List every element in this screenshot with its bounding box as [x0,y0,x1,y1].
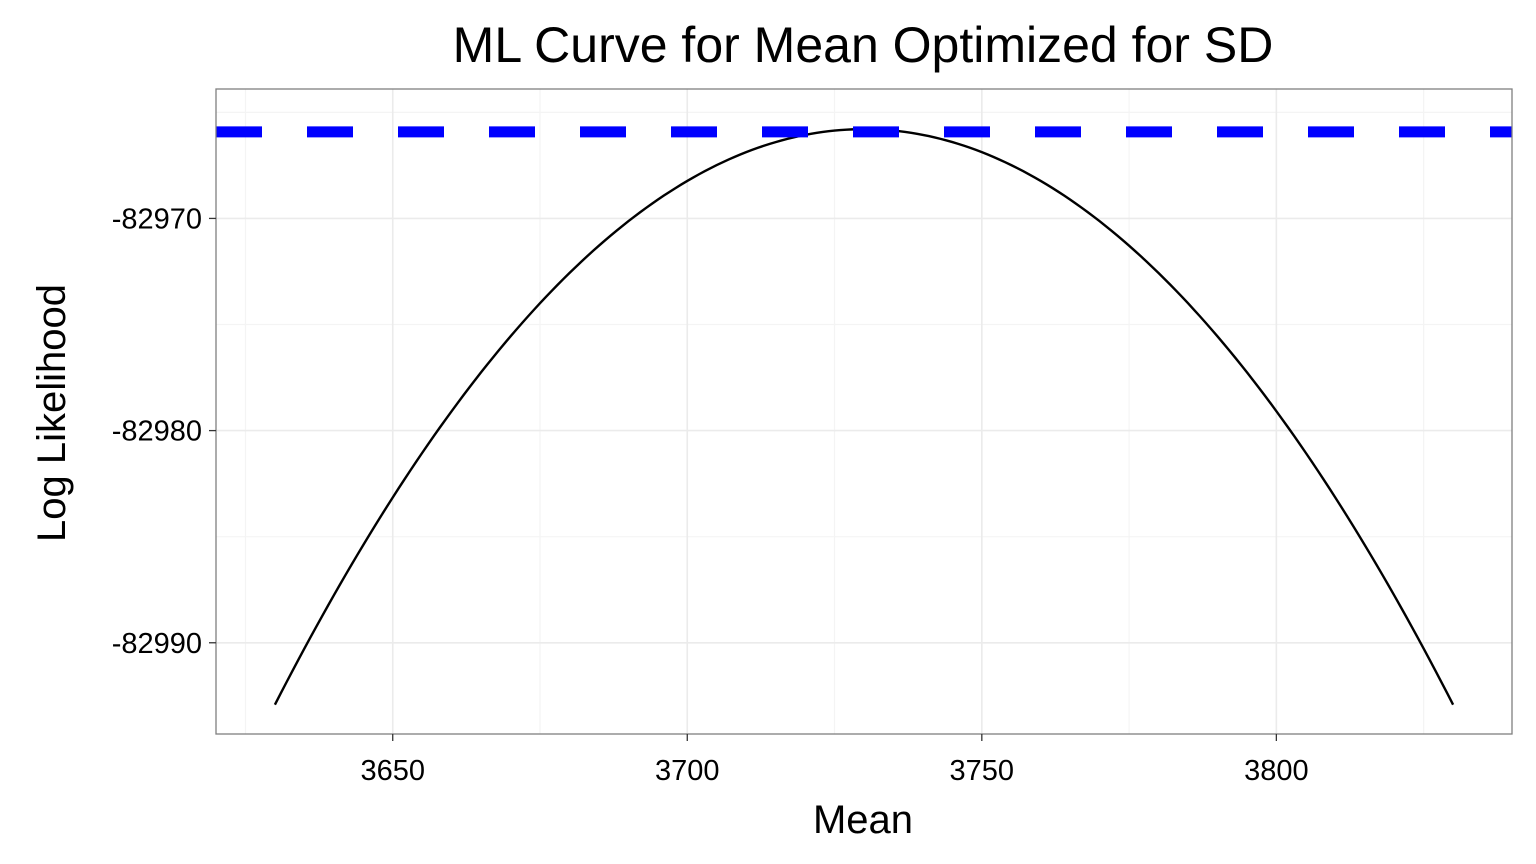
chart-title: ML Curve for Mean Optimized for SD [453,17,1274,73]
y-tick-label: -82980 [112,416,202,448]
y-axis-title: Log Likelihood [30,284,74,542]
major-gridlines [216,89,1512,734]
x-tick-label: 3650 [360,755,425,787]
y-axis: -82970 -82980 -82990 [112,203,216,660]
plot-panel [215,88,1513,735]
x-axis-title: Mean [813,798,913,842]
panel-border [215,88,1513,735]
x-tick-label: 3750 [950,755,1015,787]
x-axis: 3650 3700 3750 3800 [360,734,1309,787]
y-tick-label: -82970 [112,203,202,235]
x-tick-label: 3700 [655,755,720,787]
series-layer [216,126,1512,706]
minor-gridlines [216,89,1512,734]
x-tick-label: 3800 [1244,755,1309,787]
y-tick-label: -82990 [112,628,202,660]
